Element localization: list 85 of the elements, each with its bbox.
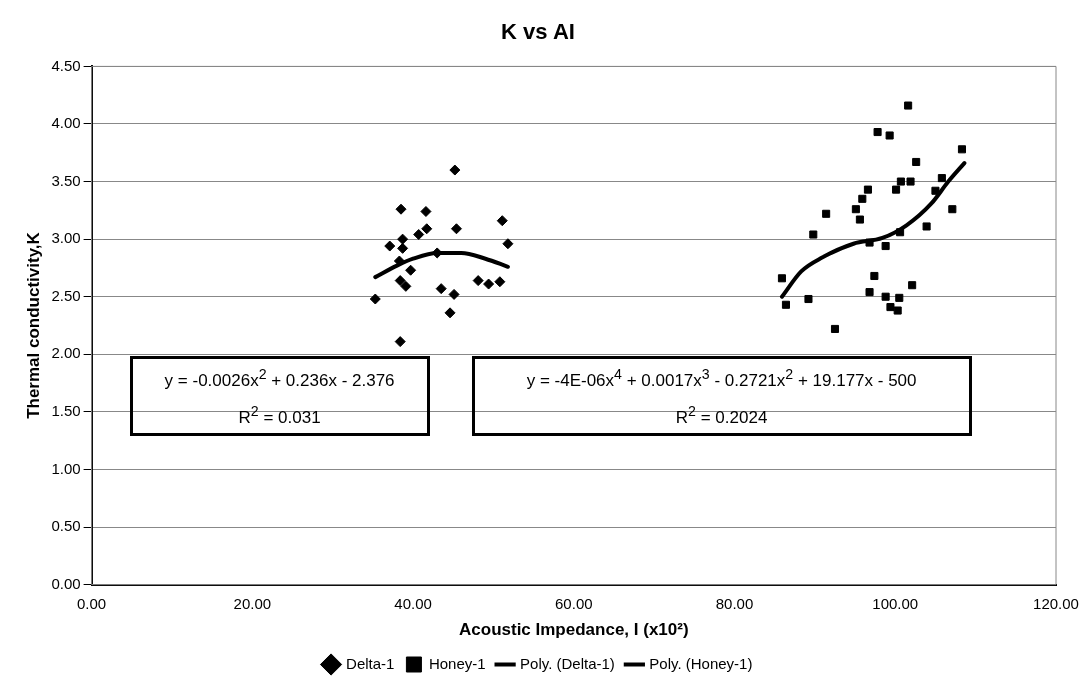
point	[892, 185, 901, 194]
point	[937, 174, 946, 183]
point	[885, 131, 894, 140]
point	[830, 324, 840, 333]
y-axis-title: Thermal conductivity,K	[23, 231, 43, 419]
x-tick-label: 100.00	[872, 594, 919, 612]
point	[948, 205, 957, 214]
point	[893, 306, 902, 315]
point	[865, 238, 874, 247]
point	[908, 281, 917, 290]
point	[397, 233, 409, 245]
point	[896, 177, 905, 186]
point	[421, 223, 433, 235]
y-tick-label: 3.00	[51, 229, 81, 247]
point	[906, 177, 915, 186]
point	[896, 228, 905, 237]
y-tick-label: 1.50	[51, 402, 81, 420]
point	[904, 101, 913, 110]
point	[809, 230, 818, 239]
point	[858, 194, 867, 203]
point	[449, 164, 461, 176]
point	[870, 271, 879, 281]
point	[881, 292, 890, 301]
point	[448, 288, 460, 300]
legend-label: Poly. (Honey-1)	[649, 654, 753, 672]
annotation: y = -0.0026x$^{2}$ + 0.236x - 2.376	[163, 365, 396, 392]
point	[384, 240, 396, 252]
point	[777, 274, 786, 283]
point	[912, 157, 921, 167]
y-tick-label: 0.50	[51, 517, 81, 535]
y-tick-label: 4.50	[51, 56, 81, 74]
point	[502, 238, 514, 250]
line-series	[779, 161, 967, 299]
point	[855, 215, 864, 224]
x-tick-label: 0.00	[76, 594, 107, 612]
annotation: R$^{2}$ = 0.031	[237, 401, 322, 429]
annotation: R$^{2}$ = 0.2024	[674, 401, 769, 429]
annotation: y = -4E-06x$^{4}$ + 0.0017x$^{3}$ - 0.2721x$^{2}$ + 19.177x - 500	[525, 365, 918, 392]
legend-label: Delta-1	[346, 654, 395, 672]
point	[397, 242, 409, 254]
legend-label: Poly. (Delta-1)	[520, 654, 615, 672]
point	[881, 242, 890, 251]
x-tick-label: 40.00	[394, 594, 432, 612]
point	[405, 264, 417, 276]
point	[781, 300, 790, 309]
y-tick-label: 1.00	[51, 459, 81, 477]
point	[420, 206, 432, 217]
y-tick-label: 2.50	[51, 286, 81, 304]
point	[886, 303, 895, 312]
point	[395, 203, 407, 215]
point	[400, 280, 412, 292]
point	[413, 229, 425, 241]
point	[483, 278, 495, 290]
x-tick-label: 20.00	[233, 594, 272, 612]
y-tick-label: 0.00	[51, 574, 81, 592]
point	[851, 205, 860, 214]
equation-box: y = -4E-06x$^{4}$ + 0.0017x$^{3}$ - 0.2721x$^{2}$ + 19.177x - 500 R$^{2}$ = 0.2024	[471, 356, 972, 436]
point	[369, 293, 381, 305]
point	[394, 336, 406, 348]
x-axis-title: Acoustic Impedance, I (x10²)	[459, 620, 689, 640]
equation-box: y = -0.0026x$^{2}$ + 0.236x - 2.376 R$^{2}$ = 0.031	[129, 356, 430, 436]
x-tick-label: 120.00	[1033, 594, 1079, 612]
point	[804, 294, 813, 304]
legend-label: Honey-1	[428, 654, 486, 672]
point	[494, 276, 506, 288]
point	[863, 185, 872, 194]
y-tick-label: 2.00	[51, 344, 81, 362]
point	[865, 288, 874, 297]
point	[496, 215, 508, 227]
y-tick-label: 4.00	[51, 114, 81, 132]
point	[922, 222, 931, 231]
point	[873, 128, 882, 137]
point	[957, 145, 967, 154]
chart-title: K vs AI	[501, 19, 575, 45]
point	[444, 307, 456, 319]
x-tick-label: 80.00	[715, 594, 754, 612]
point	[435, 283, 447, 295]
point	[895, 293, 904, 302]
x-tick-label: 60.00	[555, 594, 593, 612]
point	[931, 186, 940, 195]
y-tick-label: 3.50	[51, 171, 81, 189]
point	[472, 275, 484, 287]
point	[394, 275, 406, 287]
point	[450, 223, 462, 235]
point	[822, 209, 831, 218]
